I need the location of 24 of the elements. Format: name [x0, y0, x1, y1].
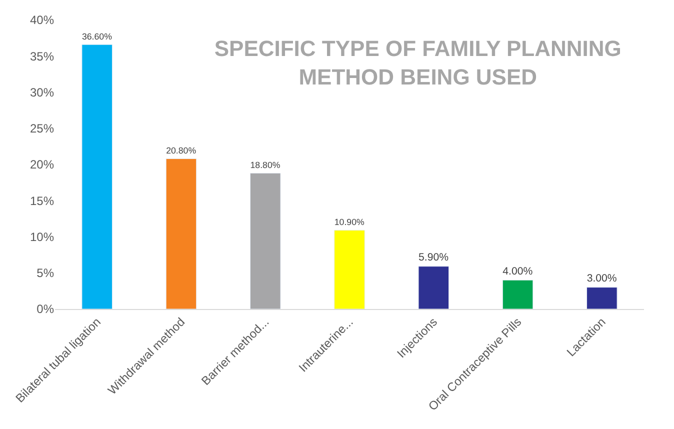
bar [586, 287, 618, 309]
bar [418, 266, 450, 309]
y-tick-label: 25% [30, 122, 54, 136]
y-tick-label: 15% [30, 194, 54, 208]
y-tick-label: 5% [36, 266, 54, 280]
bar [166, 158, 197, 309]
bar [250, 172, 281, 309]
text: SPECIFIC TYPE OF FAMILY PLANNING METHOD BEING USED [214, 36, 622, 90]
y-tick-label: 0% [36, 302, 54, 316]
data-label: 5.90% [418, 252, 450, 264]
y-tick-label: 40% [30, 13, 54, 28]
bar [502, 280, 534, 309]
bar [334, 230, 365, 309]
data-label: 10.90% [334, 217, 365, 228]
y-tick-label: 20% [30, 158, 54, 172]
y-tick-label: 30% [30, 85, 54, 100]
data-label: 18.80% [250, 160, 280, 170]
y-tick-label: 35% [30, 49, 54, 64]
data-label: 4.00% [502, 265, 534, 278]
data-label: 3.00% [586, 272, 618, 285]
data-label: 20.80% [166, 146, 196, 156]
data-label: 36.60% [82, 31, 112, 42]
y-tick-label: 10% [30, 230, 54, 244]
bar [82, 44, 112, 309]
